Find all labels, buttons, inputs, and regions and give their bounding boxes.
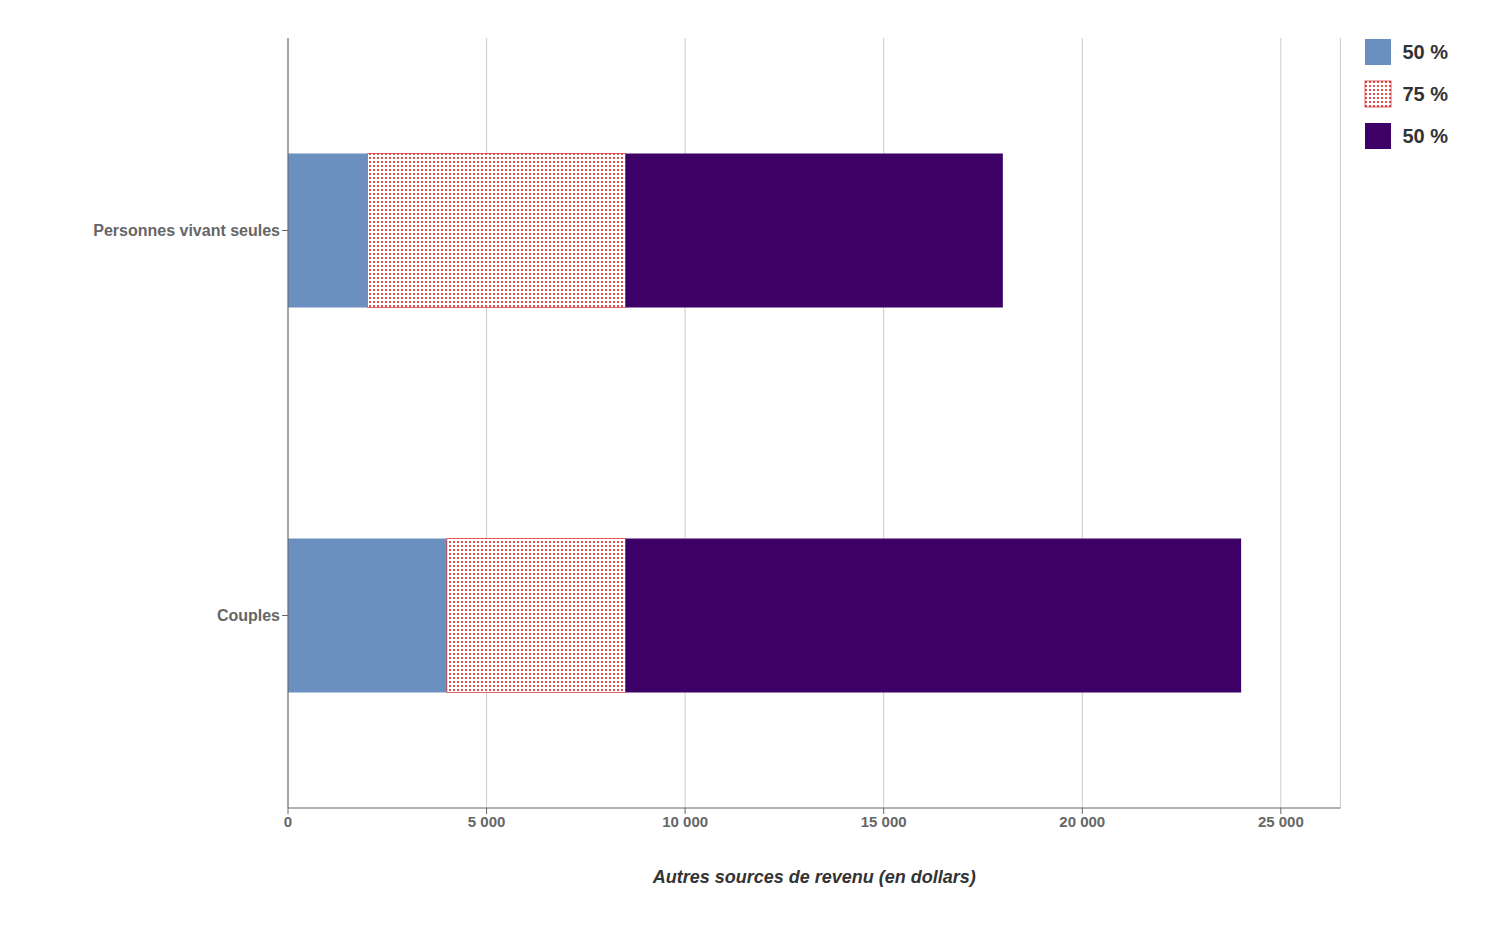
svg-text:15 000: 15 000: [861, 813, 907, 830]
svg-text:25 000: 25 000: [1258, 813, 1304, 830]
svg-text:20 000: 20 000: [1059, 813, 1105, 830]
svg-text:10 000: 10 000: [662, 813, 708, 830]
svg-text:Personnes vivant seules: Personnes vivant seules: [93, 222, 280, 239]
html-text:50 %: 50 %: [1402, 40, 1448, 63]
svg-text:Couples: Couples: [217, 607, 280, 624]
svg-text:Autres sources de revenu (en d: Autres sources de revenu (en dollars): [652, 867, 976, 887]
svg-text:0: 0: [284, 813, 292, 830]
html-text:50 %: 50 %: [1402, 124, 1448, 147]
html-text:75 %: 75 %: [1402, 82, 1448, 105]
svg-text:5 000: 5 000: [468, 813, 506, 830]
